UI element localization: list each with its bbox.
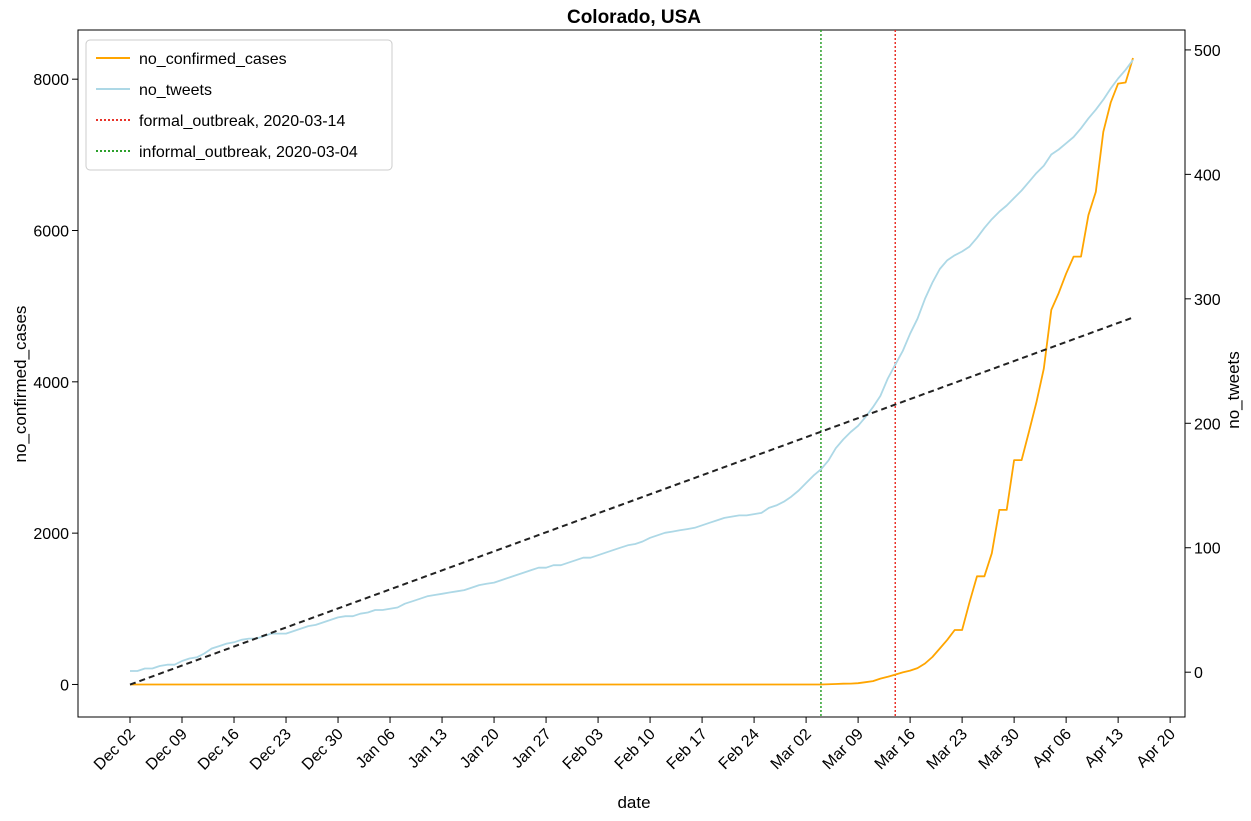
y-tick-label-6000: 6000 — [33, 224, 69, 241]
x-tick-label-jan-13: Jan 13 — [405, 726, 451, 772]
x-tick-label-mar-30: Mar 30 — [976, 726, 1023, 773]
plot-frame — [77, 29, 1186, 718]
legend-box — [85, 39, 393, 171]
x-tick-label-feb-10: Feb 10 — [612, 726, 659, 773]
y-tick-label-0: 0 — [60, 677, 69, 694]
x-tick-label-feb-17: Feb 17 — [664, 726, 711, 773]
x-tick-label-dec-02: Dec 02 — [91, 726, 139, 774]
x-tick-label-mar-09: Mar 09 — [820, 726, 867, 773]
x-tick-label-apr-13: Apr 13 — [1082, 726, 1127, 771]
y2-tick-label-100: 100 — [1194, 541, 1221, 558]
y-axis-label-left: no_confirmed_cases — [11, 306, 30, 463]
legend-label-informal-outbreak-2020-03-04: informal_outbreak, 2020-03-04 — [139, 144, 358, 161]
x-tick-label-mar-16: Mar 16 — [872, 726, 919, 773]
legend-label-no-tweets: no_tweets — [139, 82, 212, 99]
x-tick-label-dec-30: Dec 30 — [299, 726, 347, 774]
y2-tick-label-300: 300 — [1194, 292, 1221, 309]
x-tick-label-jan-27: Jan 27 — [509, 726, 555, 772]
x-tick-label-dec-16: Dec 16 — [195, 726, 243, 774]
series-layer — [129, 30, 1134, 717]
x-tick-label-apr-20: Apr 20 — [1134, 726, 1179, 771]
x-tick-label-dec-09: Dec 09 — [143, 726, 191, 774]
y2-tick-label-400: 400 — [1194, 167, 1221, 184]
x-tick-label-feb-24: Feb 24 — [716, 726, 763, 773]
x-tick-label-mar-02: Mar 02 — [768, 726, 815, 773]
x-tick-label-jan-06: Jan 06 — [353, 726, 399, 772]
series-trend — [129, 316, 1134, 686]
x-tick-label-mar-23: Mar 23 — [924, 726, 971, 773]
y-tick-label-2000: 2000 — [33, 526, 69, 543]
x-axis-label: date — [617, 793, 650, 812]
y2-tick-label-200: 200 — [1194, 416, 1221, 433]
x-tick-label-feb-03: Feb 03 — [560, 726, 607, 773]
legend: no_confirmed_cases no_tweets formal_outbre… — [85, 39, 393, 171]
x-tick-label-jan-20: Jan 20 — [457, 726, 503, 772]
y2-tick-label-500: 500 — [1194, 43, 1221, 60]
series-no-tweets — [130, 59, 1134, 672]
y-axis-label-right: no_tweets — [1224, 351, 1243, 429]
series-no-confirmed-cases — [130, 57, 1134, 686]
chart-title: Colorado, USA — [567, 7, 701, 28]
x-tick-label-apr-06: Apr 06 — [1030, 726, 1075, 771]
x-tick-label-dec-23: Dec 23 — [247, 726, 295, 774]
legend-label-no-confirmed-cases: no_confirmed_cases — [139, 51, 287, 68]
legend-label-formal-outbreak-2020-03-14: formal_outbreak, 2020-03-14 — [139, 113, 345, 130]
y-tick-label-4000: 4000 — [33, 375, 69, 392]
y-tick-label-8000: 8000 — [33, 72, 69, 89]
y2-tick-label-0: 0 — [1194, 665, 1203, 682]
